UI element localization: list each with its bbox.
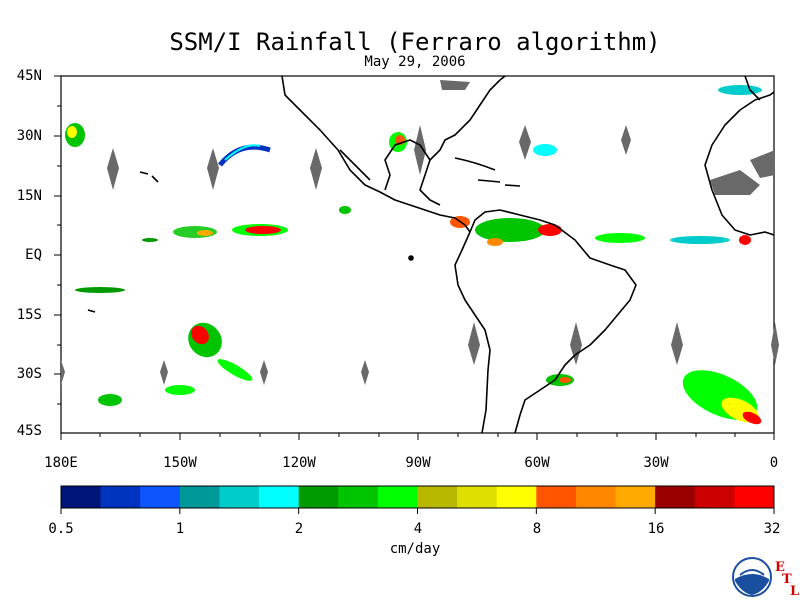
lat-label-30n: 30N [16,128,42,144]
colorbar-label-16: 16 [647,521,665,537]
colorbar-swatch [536,486,577,508]
lat-label-eq: EQ [25,247,42,263]
colorbar-label-4: 4 [413,521,423,537]
noaa-logo-icon [732,557,772,597]
etl-letter-t: T [782,572,792,587]
coastlines [87,75,775,434]
colorbar-swatch [259,486,300,508]
colorbar-swatch [100,486,141,508]
lat-label-15s: 15S [16,307,42,323]
lon-label-0: 0 [769,455,779,471]
colorbar-swatch [179,486,220,508]
colorbar-swatch [496,486,537,508]
colorbar-swatch [734,486,775,508]
colorbar-swatch [457,486,498,508]
colorbar-swatch [417,486,458,508]
lon-label-120w: 120W [282,455,316,471]
lon-label-150w: 150W [163,455,197,471]
colorbar-swatch [615,486,656,508]
lon-label-180e: 180E [44,455,78,471]
colorbar [60,485,775,514]
colorbar-swatch [61,486,102,508]
lon-label-60w: 60W [524,455,550,471]
etl-letter-l: L [790,584,800,599]
colorbar-swatch [655,486,696,508]
colorbar-swatch [575,486,617,508]
colorbar-swatch [219,486,260,508]
map-date: May 29, 2006 [364,54,466,70]
axis-ticks [54,75,775,440]
etl-letter-e: E [775,560,785,575]
lat-label-30s: 30S [16,366,42,382]
lon-label-90w: 90W [405,455,431,471]
lat-label-45s: 45S [16,423,42,439]
colorbar-swatch [298,486,339,508]
no-data-gaps [61,80,779,385]
lon-label-30w: 30W [643,455,669,471]
colorbar-label-2: 2 [294,521,304,537]
colorbar-swatch [694,486,735,508]
colorbar-swatch [377,486,418,508]
colorbar-swatch [140,486,181,508]
lat-label-15n: 15N [16,188,42,204]
lat-label-45n: 45N [16,68,42,84]
colorbar-label-8: 8 [532,521,542,537]
map-title: SSM/I Rainfall (Ferraro algorithm) [169,28,661,56]
colorbar-swatch [338,486,379,508]
colorbar-label-0-5: 0.5 [48,521,74,537]
colorbar-label-1: 1 [175,521,185,537]
colorbar-units: cm/day [389,541,441,557]
map-frame [60,75,775,434]
rain-patches [65,85,762,425]
colorbar-label-32: 32 [763,521,781,537]
